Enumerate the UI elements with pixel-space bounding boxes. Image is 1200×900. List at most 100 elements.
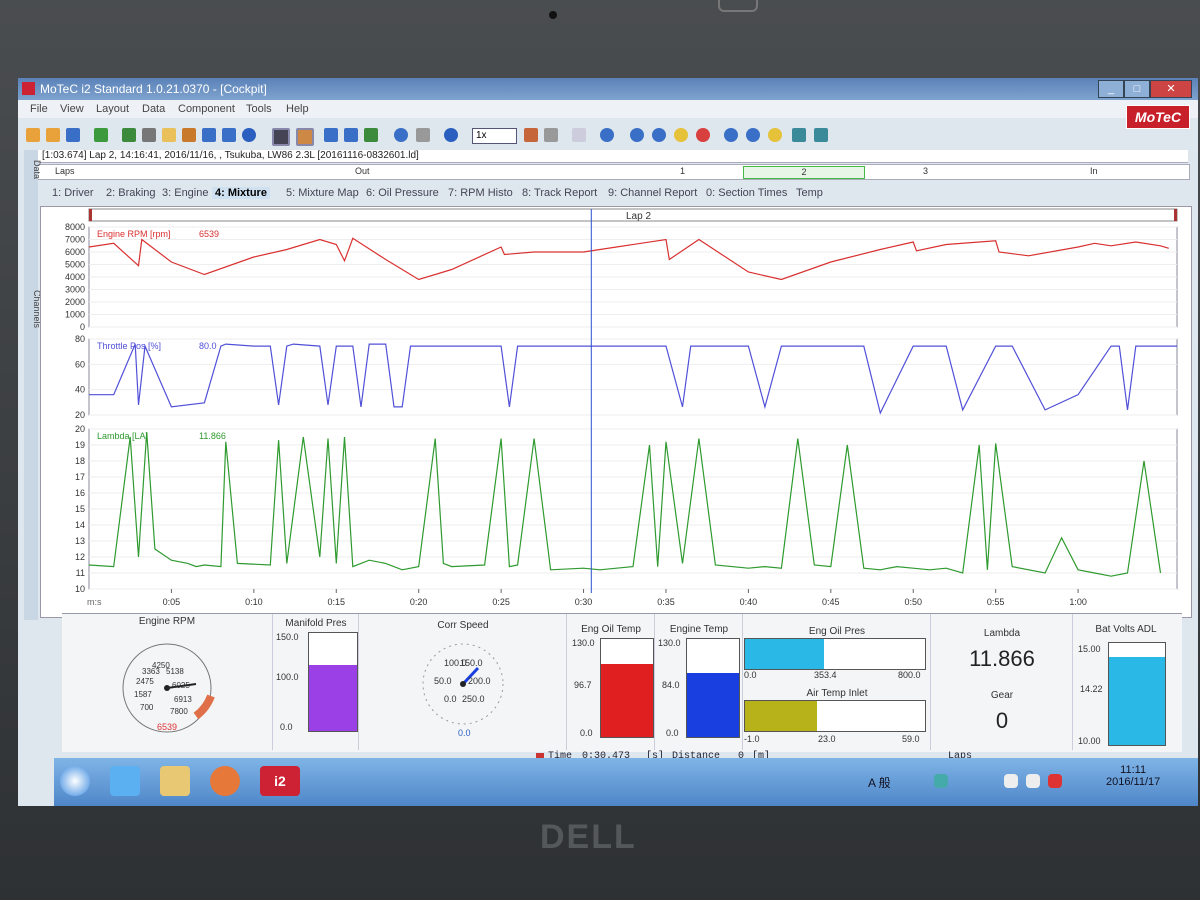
menu-component[interactable]: Component (178, 103, 235, 115)
tab-oil-pressure[interactable]: 6: Oil Pressure (366, 187, 439, 199)
zoom-x-in-icon[interactable] (724, 128, 738, 142)
network-icon[interactable] (1004, 774, 1018, 788)
start-button-icon[interactable] (60, 766, 90, 796)
layout-icon[interactable] (792, 128, 806, 142)
lap-1[interactable]: 1 (680, 166, 686, 176)
prev-lap-icon[interactable] (324, 128, 338, 142)
engine-temp-fill (687, 673, 739, 737)
list-icon[interactable] (222, 128, 236, 142)
minimize-button[interactable]: _ (1098, 80, 1124, 98)
workbook-icon[interactable] (142, 128, 156, 142)
menu-help[interactable]: Help (286, 103, 309, 115)
save-icon[interactable] (66, 128, 80, 142)
open-icon[interactable] (26, 128, 40, 142)
zoom-reset-icon[interactable] (696, 128, 710, 142)
tab-channel-report[interactable]: 9: Channel Report (608, 187, 698, 199)
eng-oil-pres-bar (744, 638, 926, 670)
tab-rpm-histo[interactable]: 7: RPM Histo (448, 187, 513, 199)
tab-mixture-map[interactable]: 5: Mixture Map (286, 187, 359, 199)
engine-temp-bar (686, 638, 740, 738)
time-value: 0:30.473 (582, 751, 631, 762)
menu-file[interactable]: File (30, 103, 48, 115)
tab-braking[interactable]: 2: Braking (106, 187, 156, 199)
lap-in[interactable]: In (1090, 166, 1098, 176)
data-tab[interactable]: Data (32, 160, 42, 180)
search-icon[interactable] (394, 128, 408, 142)
menu-layout[interactable]: Layout (96, 103, 130, 115)
delta-icon[interactable] (572, 128, 586, 142)
channels-tab[interactable]: Channels (32, 290, 42, 329)
speed-tick-3: 150.0 (460, 658, 483, 668)
tray-icon-1[interactable] (934, 774, 948, 788)
info-icon[interactable] (242, 128, 256, 142)
x-tick-label: 0:45 (822, 597, 840, 607)
grid-icon[interactable] (202, 128, 216, 142)
x-tick-label: 0:05 (163, 597, 181, 607)
ime-indicator[interactable]: A 般 (868, 776, 891, 790)
ie-icon[interactable] (110, 766, 140, 796)
air-temp-inlet-label: Air Temp Inlet (806, 688, 868, 699)
media-player-icon[interactable] (210, 766, 240, 796)
zoom-in-icon[interactable] (630, 128, 644, 142)
import-icon[interactable] (94, 128, 108, 142)
x-tick-label: 0:15 (328, 597, 346, 607)
laps-bar[interactable]: Laps Out 1 2 3 In (24, 164, 1190, 180)
worksheet-icon[interactable] (122, 128, 136, 142)
lap-2[interactable]: 2 (743, 166, 865, 179)
playback-speed-select[interactable]: 1x (472, 128, 517, 144)
zoom-lap-icon[interactable] (674, 128, 688, 142)
y-tick-label: 40 (75, 385, 85, 395)
next-lap-icon[interactable] (344, 128, 358, 142)
time-mode-icon[interactable] (272, 128, 290, 146)
series-cursor-value-2: 11.866 (199, 431, 226, 441)
engine-temp-label: Engine Temp (669, 624, 729, 635)
volume-icon[interactable] (1026, 774, 1040, 788)
zoom-x-out-icon[interactable] (746, 128, 760, 142)
play-icon[interactable] (444, 128, 458, 142)
lambda-value: 11.866 (969, 646, 1035, 671)
time-series-graph[interactable]: Lap 2 m:s 8000 7000 6000 5000 4000 3000 2000 10… (40, 206, 1192, 618)
motec-i2-taskbar-icon[interactable]: i2 (260, 766, 300, 796)
clock[interactable]: 11:11 2016/11/17 (1106, 764, 1160, 788)
bat-volts-max: 15.00 (1078, 644, 1101, 654)
tab-temp[interactable]: Temp (796, 187, 823, 199)
zoom-x-fit-icon[interactable] (768, 128, 782, 142)
properties-icon[interactable] (524, 128, 538, 142)
distance-mode-icon[interactable] (296, 128, 314, 146)
air-temp-inlet-fill (745, 701, 817, 731)
y-tick-label: 13 (75, 536, 85, 546)
bat-volts-bar (1108, 642, 1166, 746)
menu-data[interactable]: Data (142, 103, 166, 115)
close-button[interactable]: ✕ (1150, 80, 1192, 98)
tab-track-report[interactable]: 8: Track Report (522, 187, 598, 199)
maximize-button[interactable]: □ (1124, 80, 1150, 98)
open-session-icon[interactable] (46, 128, 60, 142)
zoom-icon[interactable] (600, 128, 614, 142)
speed-needle (461, 666, 480, 686)
tab-engine[interactable]: 3: Engine (162, 187, 209, 199)
time-label: Time (548, 751, 573, 762)
table-icon[interactable] (182, 128, 196, 142)
maths-icon[interactable] (544, 128, 558, 142)
note-icon[interactable] (162, 128, 176, 142)
zoom-out-icon[interactable] (652, 128, 666, 142)
y-tick-label: 80 (75, 334, 85, 344)
menu-tools[interactable]: Tools (246, 103, 272, 115)
engine-temp-gauge: Engine Temp 130.0 84.0 0.0 (656, 614, 743, 750)
action-center-icon[interactable] (1048, 774, 1062, 788)
tab-mixture[interactable]: 4: Mixture (212, 187, 270, 199)
explorer-icon[interactable] (160, 766, 190, 796)
side-panel[interactable]: Data Channels (24, 150, 42, 620)
lap-out[interactable]: Out (355, 166, 370, 176)
tools-icon[interactable] (416, 128, 430, 142)
tab-section-times[interactable]: 0: Section Times (706, 187, 788, 199)
filter-icon[interactable] (364, 128, 378, 142)
tab-driver[interactable]: 1: Driver (52, 187, 94, 199)
rpm-tick-4: 4250 (152, 661, 170, 670)
x-tick-label: 0:30 (575, 597, 593, 607)
lap-3[interactable]: 3 (923, 166, 929, 176)
split-icon[interactable] (814, 128, 828, 142)
menu-view[interactable]: View (60, 103, 84, 115)
air-temp-inlet-bar (744, 700, 926, 732)
rpm-tick-8: 7800 (170, 707, 188, 716)
